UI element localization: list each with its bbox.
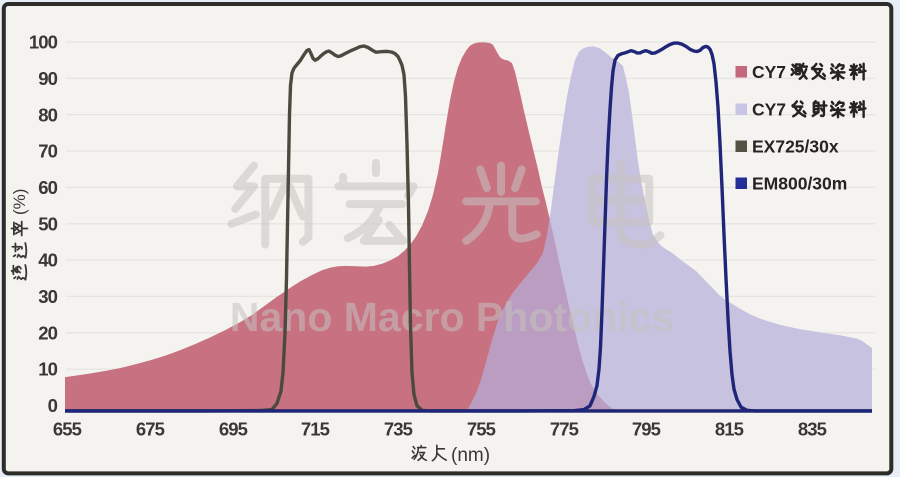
- svg-text:(nm): (nm): [451, 445, 490, 466]
- svg-text:EM800/30m: EM800/30m: [752, 174, 847, 194]
- svg-text:815: 815: [715, 419, 744, 440]
- svg-text:90: 90: [38, 68, 57, 89]
- svg-text:CY7: CY7: [752, 100, 786, 120]
- svg-text:715: 715: [301, 419, 330, 440]
- svg-text:50: 50: [38, 213, 57, 234]
- svg-text:795: 795: [632, 419, 661, 440]
- svg-text:70: 70: [38, 141, 57, 162]
- svg-text:675: 675: [136, 419, 165, 440]
- svg-text:0: 0: [48, 395, 58, 416]
- svg-text:835: 835: [798, 419, 827, 440]
- svg-text:CY7: CY7: [752, 62, 786, 82]
- svg-text:10: 10: [38, 359, 57, 380]
- svg-text:(%): (%): [10, 189, 29, 215]
- svg-text:30: 30: [38, 286, 57, 307]
- svg-text:60: 60: [38, 177, 57, 198]
- svg-text:655: 655: [53, 419, 82, 440]
- svg-text:775: 775: [550, 419, 579, 440]
- svg-text:80: 80: [38, 104, 57, 125]
- svg-text:755: 755: [467, 419, 496, 440]
- svg-text:695: 695: [219, 419, 248, 440]
- svg-text:20: 20: [38, 322, 57, 343]
- svg-text:EX725/30x: EX725/30x: [752, 137, 839, 157]
- svg-text:40: 40: [38, 250, 57, 271]
- svg-text:Nano Macro Photonics: Nano Macro Photonics: [230, 294, 674, 340]
- svg-text:100: 100: [29, 32, 58, 53]
- svg-text:735: 735: [384, 419, 413, 440]
